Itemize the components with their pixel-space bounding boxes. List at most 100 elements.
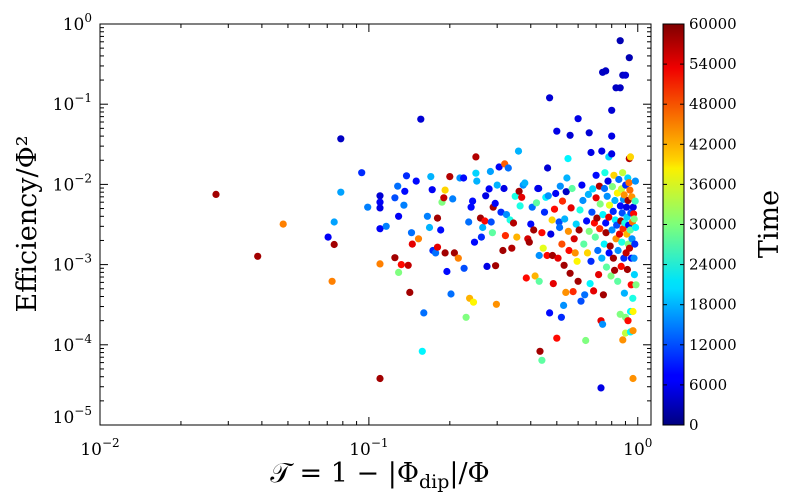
data-point (538, 229, 546, 237)
data-point (605, 201, 614, 209)
data-point (614, 277, 622, 285)
data-point (600, 240, 608, 248)
data-point (585, 129, 593, 137)
data-point (555, 218, 563, 226)
data-point (596, 200, 604, 208)
colorbar-tick-label: 24000 (689, 256, 737, 274)
data-point (561, 215, 569, 223)
data-point (598, 254, 606, 262)
data-point (404, 261, 412, 269)
data-point (538, 356, 546, 364)
data-point (395, 268, 403, 276)
data-point (615, 230, 624, 238)
data-point (607, 272, 615, 280)
data-point (488, 229, 496, 237)
data-point (504, 164, 512, 172)
data-point (414, 235, 423, 243)
data-point (591, 233, 599, 241)
data-point (568, 184, 576, 193)
data-point (500, 184, 508, 193)
data-point (574, 277, 582, 285)
colorbar-tick-label: 42000 (689, 135, 737, 153)
data-point (623, 265, 632, 274)
data-point (376, 198, 384, 206)
data-point (630, 210, 638, 218)
data-point (487, 218, 495, 226)
data-point (580, 240, 588, 248)
data-point (543, 251, 551, 260)
data-point (501, 232, 509, 240)
data-point (376, 192, 384, 200)
data-point (562, 188, 570, 196)
data-point (598, 147, 606, 155)
data-point (376, 374, 384, 383)
data-point (625, 244, 634, 252)
x-axis-title-tail: |/Φ (449, 458, 489, 489)
data-point (608, 106, 616, 114)
data-point (625, 179, 633, 187)
data-point (391, 254, 399, 262)
data-point (602, 229, 610, 237)
data-point (553, 334, 561, 342)
data-point (631, 177, 640, 185)
data-point (602, 219, 610, 227)
data-point (588, 208, 596, 216)
data-point (479, 223, 487, 232)
colorbar-tick-label: 30000 (689, 216, 737, 234)
data-point (482, 192, 490, 200)
data-point (328, 277, 336, 285)
data-point (599, 291, 608, 299)
data-point (491, 199, 499, 207)
colorbar-title: Time (754, 190, 785, 258)
data-point (558, 197, 567, 205)
data-point (447, 290, 455, 298)
data-point (566, 131, 574, 139)
data-point (560, 301, 568, 309)
data-point (460, 264, 468, 272)
data-point (552, 189, 560, 198)
data-point (625, 54, 633, 62)
data-point (629, 203, 637, 211)
data-point (583, 217, 591, 225)
y-axis-title: Efficiency/Φ² (12, 135, 43, 312)
data-point (407, 229, 416, 237)
data-point (540, 208, 549, 216)
data-point (511, 192, 519, 200)
data-point (547, 230, 555, 238)
data-point (624, 317, 632, 325)
data-point (535, 184, 543, 193)
data-point (596, 225, 604, 233)
data-point (567, 204, 575, 212)
data-point (420, 309, 428, 317)
data-point (608, 150, 616, 158)
data-point (592, 194, 600, 202)
data-point (254, 252, 262, 260)
data-point (391, 194, 399, 202)
points-layer (212, 37, 640, 392)
data-point (508, 244, 516, 252)
x-axis-title: 𝒯 = 1 − |Φdip|/Φ (270, 458, 489, 493)
data-point (632, 281, 640, 289)
data-point (556, 182, 564, 190)
data-point (530, 226, 538, 234)
data-point (558, 240, 566, 248)
data-point (562, 288, 570, 296)
data-point (472, 169, 480, 177)
data-point (212, 190, 220, 198)
data-point (615, 175, 623, 184)
data-point (553, 127, 561, 135)
data-point (330, 218, 338, 226)
data-point (279, 220, 287, 228)
data-point (493, 181, 501, 189)
data-point (556, 223, 564, 232)
data-point (597, 384, 605, 392)
data-point (622, 203, 631, 211)
data-point (600, 184, 609, 193)
data-point (428, 186, 436, 194)
data-point (618, 238, 626, 246)
data-point (402, 172, 411, 180)
data-point (395, 212, 403, 220)
data-point (563, 174, 571, 182)
data-point (583, 249, 592, 257)
data-point (628, 235, 636, 243)
